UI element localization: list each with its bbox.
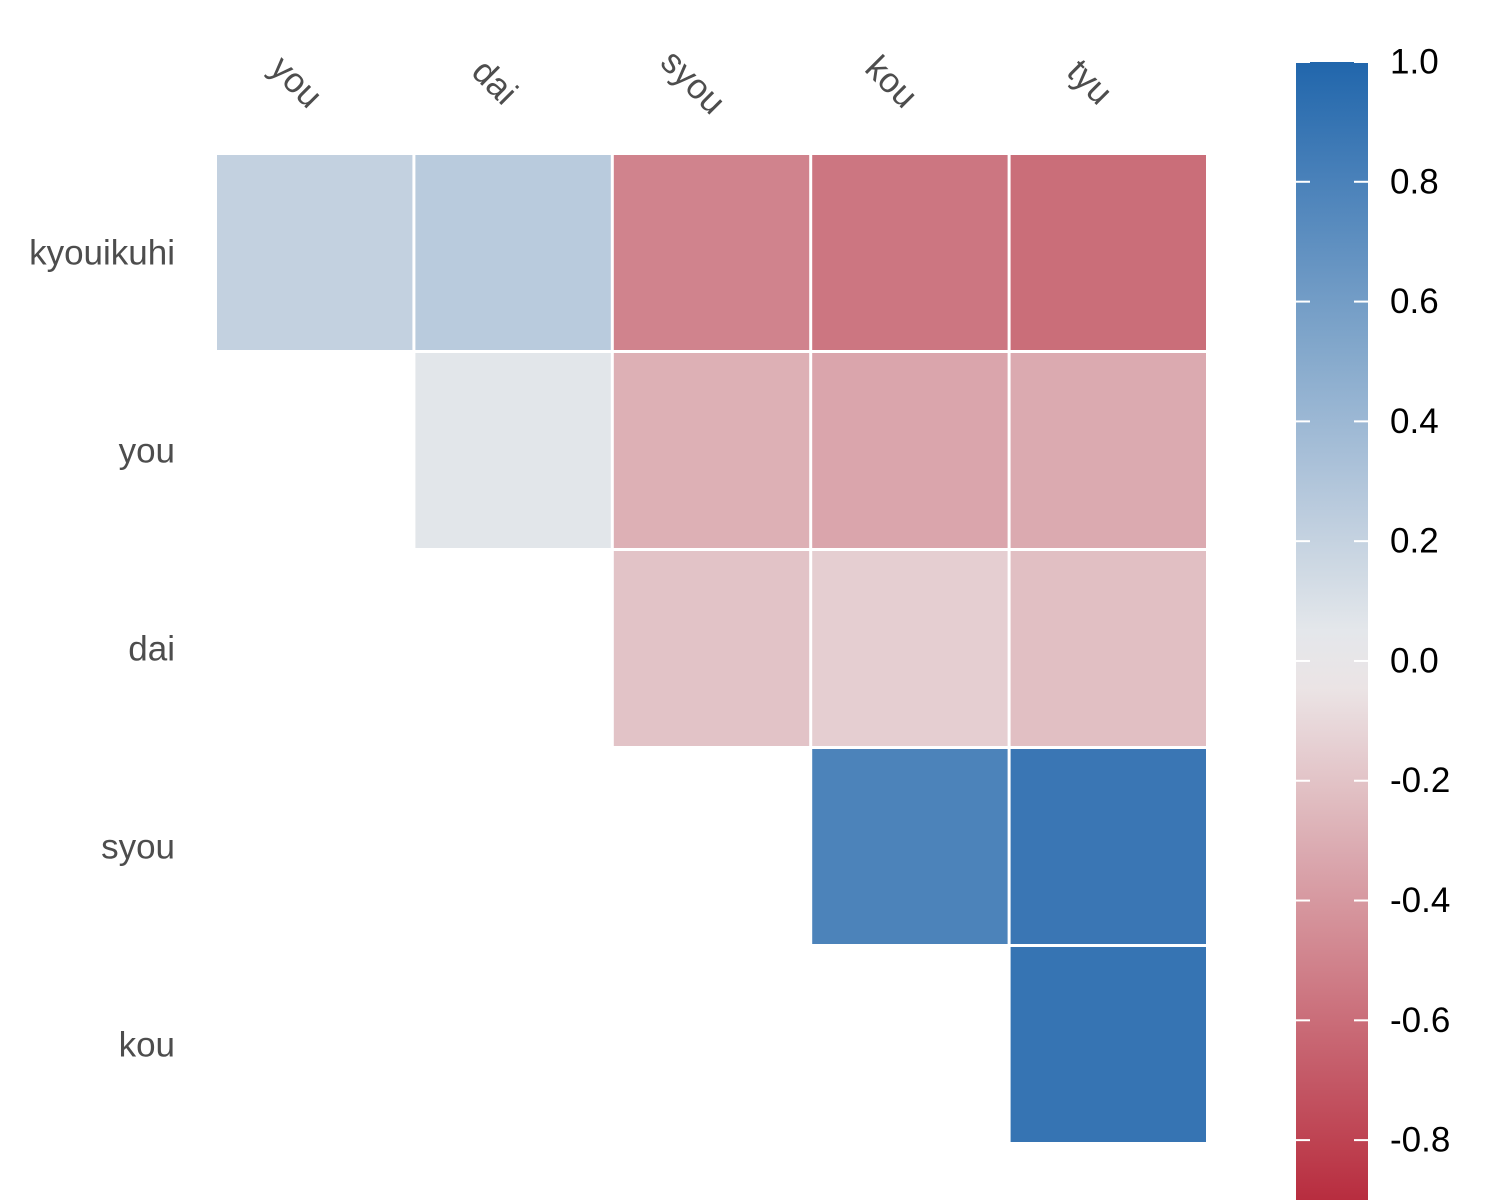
row-labels: kyouikuhi you dai syou kou bbox=[29, 234, 175, 1065]
legend-tick-label: 1.0 bbox=[1390, 43, 1439, 82]
heatmap-cell-syou-tyu bbox=[1010, 749, 1206, 944]
heatmap-cells bbox=[217, 155, 1206, 1142]
column-label-dai: dai bbox=[464, 52, 525, 113]
heatmap-cell-kyouikuhi-syou bbox=[613, 155, 810, 350]
legend-tick-label: -0.8 bbox=[1390, 1121, 1450, 1160]
heatmap-cell-kou-tyu bbox=[1010, 947, 1206, 1142]
legend-tick-label: 0.2 bbox=[1390, 522, 1439, 561]
color-legend: 1.0 0.8 0.6 0.4 0.2 0.0 -0.2 -0.4 -0.6 -0.8 bbox=[1296, 43, 1450, 1200]
row-label-syou: syou bbox=[101, 828, 175, 867]
heatmap-cell-you-dai bbox=[415, 353, 611, 548]
heatmap-cell-kyouikuhi-dai bbox=[415, 155, 611, 350]
column-label-syou: syou bbox=[653, 42, 733, 122]
heatmap-cell-dai-syou bbox=[613, 551, 810, 746]
legend-tick-label: 0.8 bbox=[1390, 162, 1439, 201]
legend-color-bar bbox=[1296, 62, 1368, 1200]
row-label-dai: dai bbox=[128, 630, 175, 669]
column-label-you: you bbox=[262, 48, 329, 115]
heatmap-cell-dai-tyu bbox=[1010, 551, 1206, 746]
legend-ticks: 1.0 0.8 0.6 0.4 0.2 0.0 -0.2 -0.4 -0.6 -0.8 bbox=[1296, 43, 1450, 1160]
row-label-kou: kou bbox=[119, 1026, 175, 1065]
column-labels: you dai syou kou tyu bbox=[262, 42, 1120, 122]
heatmap-cell-kyouikuhi-you bbox=[217, 155, 413, 350]
row-label-kyouikuhi: kyouikuhi bbox=[29, 234, 175, 273]
heatmap-cell-you-kou bbox=[812, 353, 1008, 548]
heatmap-cell-you-syou bbox=[613, 353, 810, 548]
legend-tick-label: 0.0 bbox=[1390, 641, 1439, 680]
legend-tick-label: -0.4 bbox=[1390, 881, 1450, 920]
column-label-tyu: tyu bbox=[1059, 52, 1120, 113]
legend-tick-label: 0.6 bbox=[1390, 282, 1439, 321]
heatmap-cell-syou-kou bbox=[812, 749, 1008, 944]
heatmap-cell-kyouikuhi-tyu bbox=[1010, 155, 1206, 350]
heatmap-cell-dai-kou bbox=[812, 551, 1008, 746]
column-label-kou: kou bbox=[858, 48, 925, 115]
legend-tick-label: 0.4 bbox=[1390, 402, 1439, 441]
legend-tick-label: -0.2 bbox=[1390, 761, 1450, 800]
heatmap-cell-you-tyu bbox=[1010, 353, 1206, 548]
legend-tick-label: -0.6 bbox=[1390, 1001, 1450, 1040]
heatmap-cell-kyouikuhi-kou bbox=[812, 155, 1008, 350]
row-label-you: you bbox=[119, 432, 175, 471]
